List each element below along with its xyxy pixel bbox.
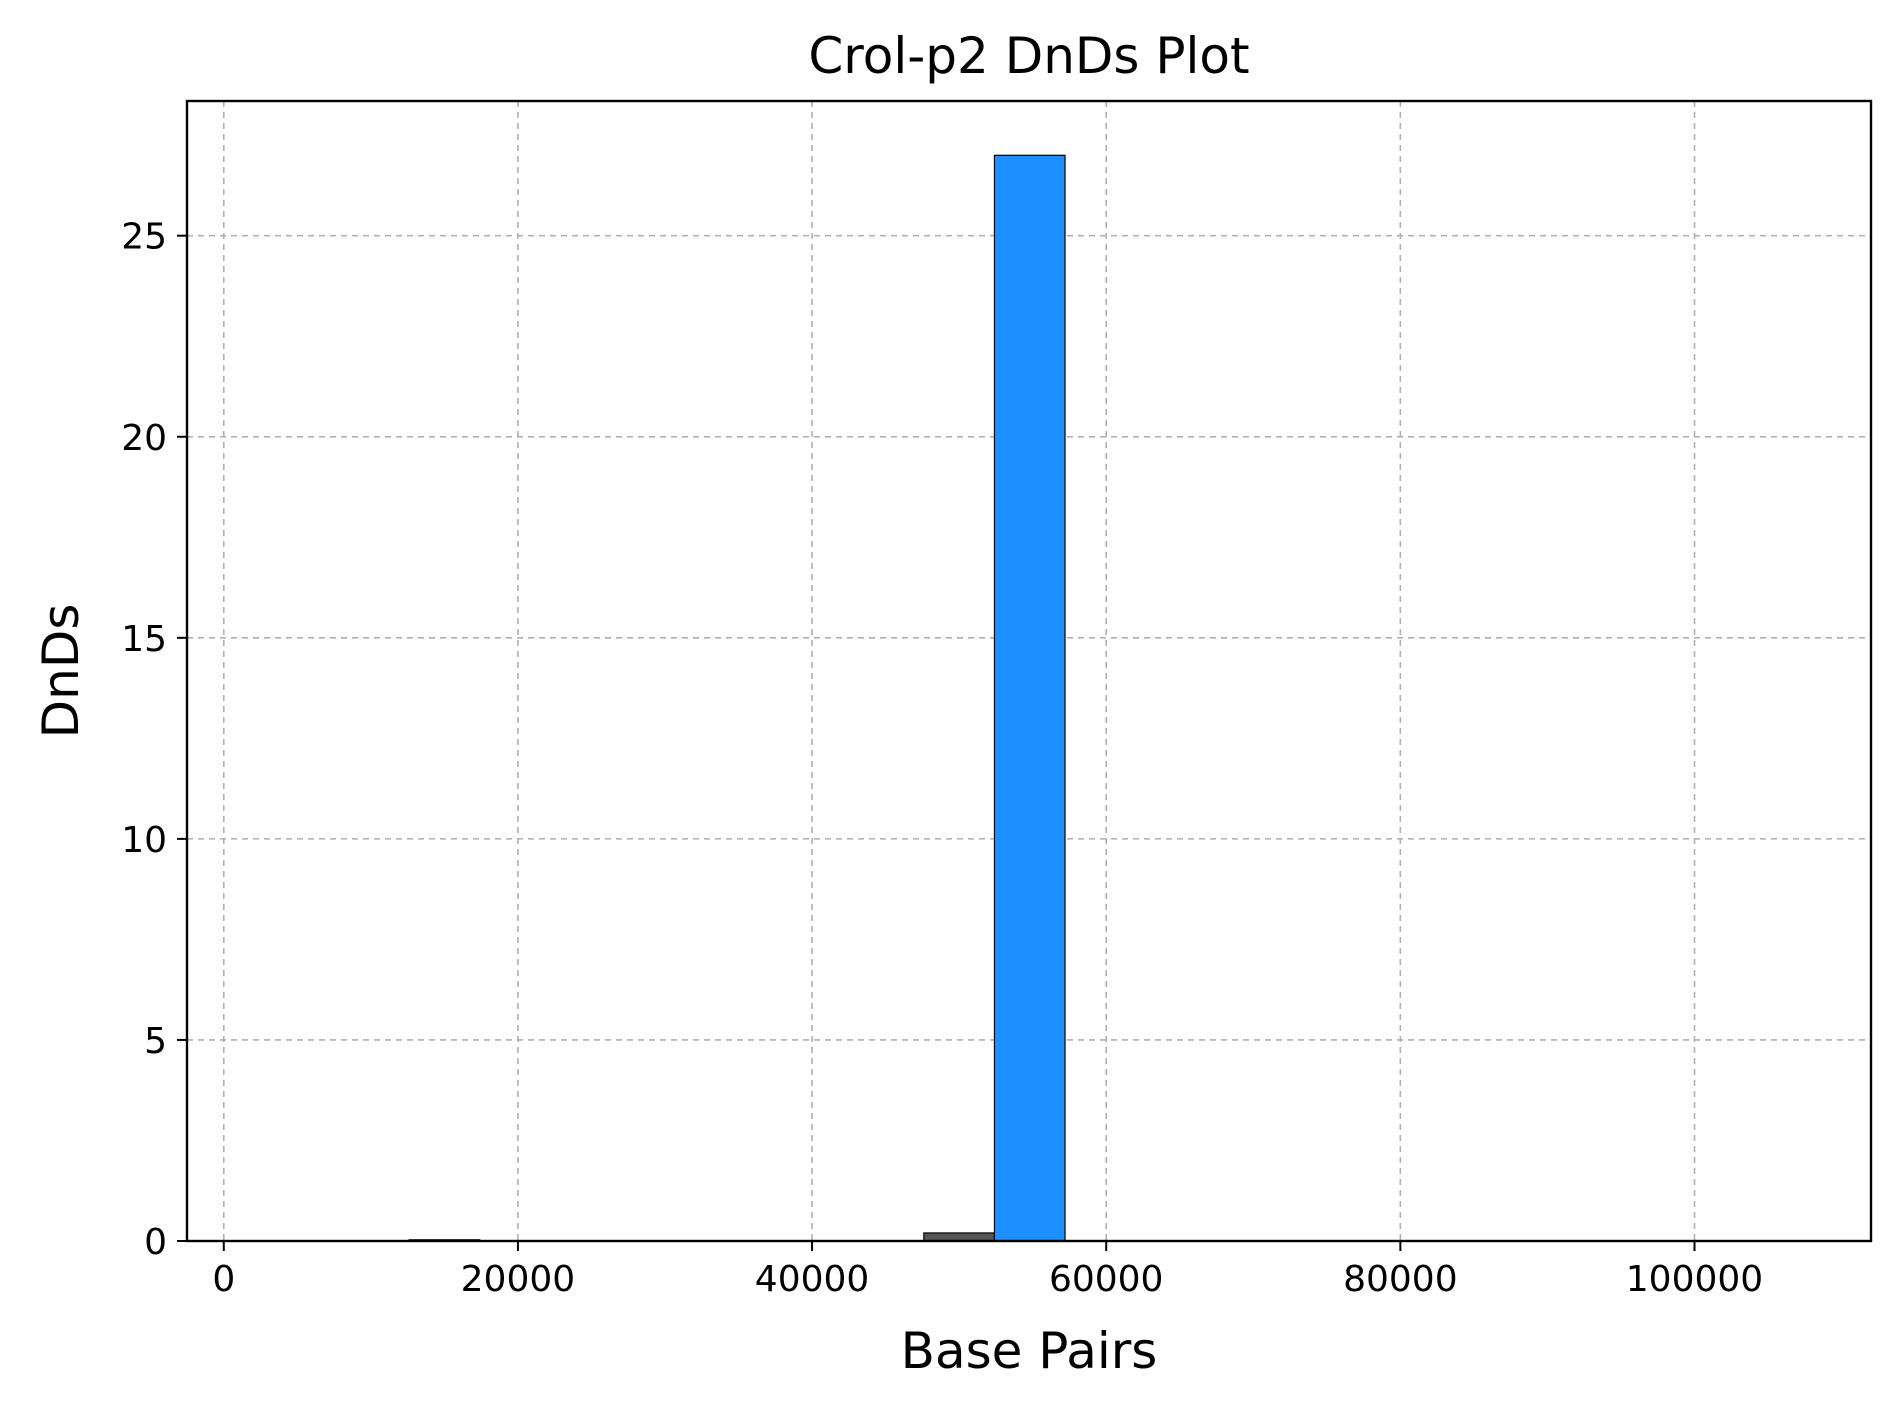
y-tick-label: 15 — [121, 619, 167, 660]
y-tick-label: 5 — [144, 1021, 167, 1062]
y-tick-label: 10 — [121, 820, 167, 861]
bars — [408, 154, 1066, 1242]
y-tick-label: 0 — [144, 1222, 167, 1263]
x-tick-label: 100000 — [1626, 1259, 1763, 1300]
y-axis-label: DnDs — [32, 604, 90, 739]
x-tick-label: 80000 — [1343, 1259, 1458, 1300]
x-tick-label: 20000 — [461, 1259, 576, 1300]
x-axis-label: Base Pairs — [901, 1322, 1158, 1380]
bar-1 — [923, 1232, 996, 1242]
x-tick-label: 40000 — [755, 1259, 870, 1300]
x-tick-label: 0 — [212, 1259, 235, 1300]
x-tick-label: 60000 — [1049, 1259, 1164, 1300]
y-tick-label: 25 — [121, 217, 167, 258]
y-tick-label: 20 — [121, 418, 167, 459]
plot-frame — [185, 99, 1873, 1243]
x-axis-ticks: 0 20000 40000 60000 80000 100000 — [212, 1241, 1763, 1300]
chart-title: Crol-p2 DnDs Plot — [808, 27, 1249, 85]
bar-2 — [993, 154, 1066, 1242]
y-axis-ticks: 0 5 10 15 20 25 — [121, 217, 187, 1263]
